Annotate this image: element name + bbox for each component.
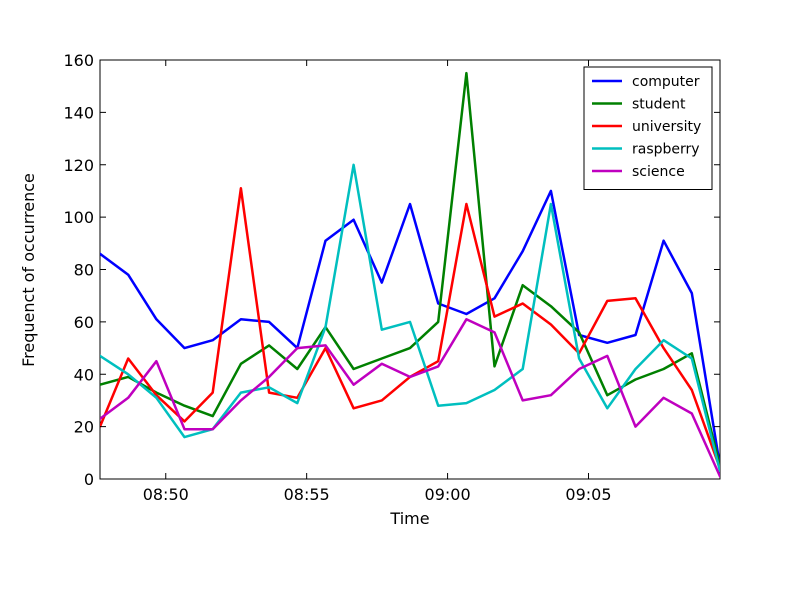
y-tick-label: 100 xyxy=(63,208,94,227)
y-tick-label: 20 xyxy=(74,418,94,437)
y-tick-label: 160 xyxy=(63,51,94,70)
x-axis: 08:50 08:55 09:00 09:05 xyxy=(143,60,612,504)
legend-label-computer: computer xyxy=(632,74,700,90)
legend-label-university: university xyxy=(632,119,701,135)
y-tick-label: 40 xyxy=(74,365,94,384)
y-axis: 0 20 40 60 80 100 120 140 160 xyxy=(63,51,720,489)
series-line-university xyxy=(100,187,720,470)
series-line-student xyxy=(100,71,720,468)
legend: computer student university raspberry scienc… xyxy=(583,66,713,190)
y-tick-label: 140 xyxy=(63,103,94,122)
legend-label-science: science xyxy=(632,164,685,180)
y-tick-label: 80 xyxy=(74,261,94,280)
x-tick-label: 09:05 xyxy=(565,485,611,504)
x-tick-label: 08:55 xyxy=(284,485,330,504)
x-tick-label: 08:50 xyxy=(143,485,189,504)
x-tick-label: 09:00 xyxy=(425,485,471,504)
series-line-science xyxy=(100,318,720,478)
legend-label-student: student xyxy=(632,97,686,113)
legend-label-raspberry: raspberry xyxy=(632,142,700,158)
y-tick-label: 120 xyxy=(63,156,94,175)
series-line-raspberry xyxy=(100,163,720,473)
x-axis-label: Time xyxy=(389,509,429,528)
y-tick-label: 60 xyxy=(74,313,94,332)
legend-box xyxy=(583,66,713,190)
y-tick-label: 0 xyxy=(84,470,94,489)
series-lines xyxy=(100,71,720,478)
series-line-computer xyxy=(100,189,720,468)
y-axis-label: Frequenct of occurrence xyxy=(19,173,38,367)
